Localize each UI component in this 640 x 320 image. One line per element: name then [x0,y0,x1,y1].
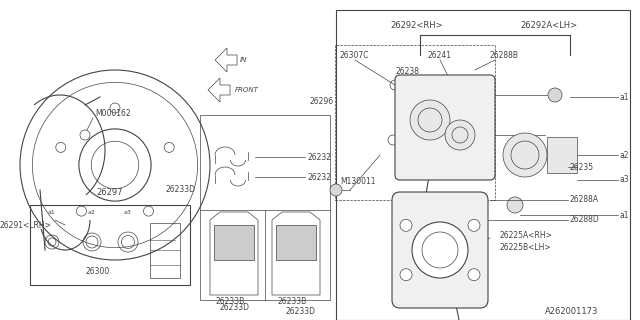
Circle shape [412,222,468,278]
Text: 26233D: 26233D [165,186,195,195]
Text: 26288B: 26288B [490,51,519,60]
FancyBboxPatch shape [392,192,488,308]
Text: 26292<RH>: 26292<RH> [390,20,443,29]
Bar [547,137,577,173]
Circle shape [468,219,480,231]
Circle shape [503,133,547,177]
Text: 26232: 26232 [307,153,331,162]
Text: a1: a1 [48,211,56,215]
Text: 26233D: 26233D [220,303,250,313]
Text: 26233D: 26233D [285,308,315,316]
Circle shape [410,100,450,140]
Circle shape [400,269,412,281]
Text: a1: a1 [620,92,630,101]
Text: a1: a1 [620,211,630,220]
Text: 26241: 26241 [428,51,452,60]
Text: 26225A<RH>: 26225A<RH> [500,230,553,239]
Text: 26288A: 26288A [570,196,599,204]
Text: M130011: M130011 [340,178,376,187]
Text: 26238: 26238 [395,68,419,76]
Text: 26296: 26296 [310,98,334,107]
Text: 26292A<LH>: 26292A<LH> [520,20,577,29]
Text: 26233B: 26233B [215,298,244,307]
Polygon shape [276,225,316,260]
Circle shape [468,269,480,281]
Text: 26233B: 26233B [277,298,307,307]
Text: 26288D: 26288D [570,215,600,225]
Circle shape [425,161,439,175]
Text: 26235: 26235 [570,163,594,172]
Bar [335,45,495,200]
Text: 26291<LRH>: 26291<LRH> [0,220,52,229]
Bar [150,223,180,278]
Text: A262001173: A262001173 [545,308,598,316]
Text: a3: a3 [124,211,132,215]
Text: a2: a2 [88,211,96,215]
Circle shape [507,197,523,213]
Text: IN: IN [240,57,248,63]
Text: a3: a3 [620,175,630,185]
Polygon shape [214,225,254,260]
Text: 26232: 26232 [307,172,331,181]
Circle shape [548,88,562,102]
Bar [200,115,330,300]
Text: 26225B<LH>: 26225B<LH> [500,244,552,252]
Text: 26307C: 26307C [340,51,369,60]
Circle shape [330,184,342,196]
Text: a2: a2 [620,150,630,159]
Bar [336,10,630,320]
Bar [30,205,190,285]
FancyBboxPatch shape [395,75,495,180]
Circle shape [445,120,475,150]
Text: M000162: M000162 [95,108,131,117]
Text: 26300: 26300 [85,268,109,276]
Circle shape [400,219,412,231]
Text: FRONT: FRONT [235,87,259,93]
Text: 26297: 26297 [97,188,124,197]
